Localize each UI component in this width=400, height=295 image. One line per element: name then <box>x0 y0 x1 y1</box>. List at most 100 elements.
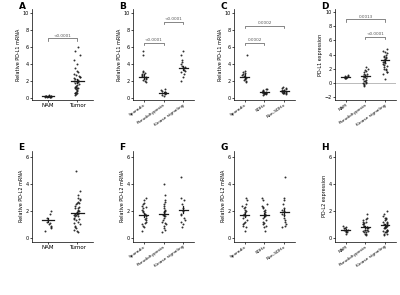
Point <box>364 226 370 231</box>
Point <box>142 71 148 76</box>
Point <box>242 74 248 79</box>
Point <box>262 207 268 212</box>
Point <box>242 77 248 81</box>
Point <box>381 54 388 58</box>
Point <box>140 68 146 73</box>
Point <box>363 219 370 224</box>
Point <box>140 53 146 58</box>
Point <box>138 229 145 234</box>
Point <box>72 73 79 77</box>
Point <box>280 90 286 95</box>
Point <box>75 199 82 204</box>
Y-axis label: PD-L2 expression: PD-L2 expression <box>322 175 327 217</box>
Point <box>75 207 82 212</box>
Point <box>259 89 266 94</box>
Point <box>75 230 81 235</box>
Point <box>382 50 388 55</box>
Point <box>380 59 386 64</box>
Point <box>71 57 77 62</box>
Point <box>143 218 149 223</box>
Point <box>76 209 82 213</box>
Point <box>243 225 249 230</box>
Point <box>281 215 287 220</box>
Point <box>263 87 270 92</box>
Point <box>72 225 78 230</box>
Point <box>384 232 390 236</box>
Point <box>380 63 387 68</box>
Point <box>364 227 370 232</box>
Point <box>46 94 52 99</box>
Point <box>48 94 54 99</box>
Point <box>47 94 54 99</box>
Point <box>143 80 149 85</box>
Point <box>382 225 389 230</box>
Point <box>72 226 79 231</box>
Point <box>361 84 368 88</box>
Point <box>140 70 146 75</box>
Point <box>142 76 149 81</box>
Point <box>241 73 248 78</box>
Point <box>70 213 77 217</box>
Text: F: F <box>120 143 126 152</box>
Point <box>161 226 167 231</box>
Point <box>340 223 347 228</box>
Point <box>161 202 168 206</box>
Point <box>139 73 146 77</box>
Point <box>182 68 188 73</box>
Point <box>363 233 369 237</box>
Point <box>73 83 80 88</box>
Text: <0.0001: <0.0001 <box>54 34 72 38</box>
Point <box>342 76 349 80</box>
Point <box>46 222 52 227</box>
Point <box>242 68 248 73</box>
Point <box>178 61 184 66</box>
Point <box>382 225 388 230</box>
Point <box>140 78 146 82</box>
Point <box>383 68 389 72</box>
Point <box>282 218 288 223</box>
Y-axis label: Relative PD-L2 mRNA: Relative PD-L2 mRNA <box>19 170 24 222</box>
Point <box>281 206 287 211</box>
Point <box>162 209 168 213</box>
Point <box>74 201 80 205</box>
Text: <0.0001: <0.0001 <box>145 38 162 42</box>
Point <box>240 215 246 220</box>
Point <box>382 60 388 65</box>
Point <box>260 198 266 203</box>
Point <box>343 225 350 230</box>
Point <box>73 202 79 206</box>
Point <box>72 84 79 89</box>
Point <box>142 74 149 79</box>
Point <box>364 215 370 220</box>
Point <box>70 217 77 222</box>
Point <box>242 229 248 234</box>
Point <box>344 230 350 235</box>
Point <box>74 86 81 91</box>
Point <box>72 223 78 228</box>
Point <box>243 209 249 213</box>
Point <box>72 84 78 89</box>
Point <box>72 93 78 98</box>
Point <box>178 195 184 200</box>
Point <box>384 223 390 228</box>
Point <box>47 221 53 225</box>
Point <box>240 222 246 227</box>
Point <box>162 211 168 216</box>
Point <box>384 229 390 234</box>
Point <box>361 78 367 83</box>
Point <box>181 72 187 76</box>
Point <box>72 81 78 86</box>
Point <box>242 219 248 224</box>
Point <box>180 222 186 227</box>
Point <box>362 80 369 84</box>
Point <box>242 75 248 80</box>
Point <box>279 207 285 212</box>
Point <box>159 93 165 98</box>
Point <box>73 168 80 173</box>
Point <box>178 175 184 180</box>
Point <box>180 215 187 220</box>
Point <box>140 210 146 215</box>
Point <box>143 215 149 220</box>
Point <box>77 222 83 227</box>
Point <box>179 225 186 230</box>
